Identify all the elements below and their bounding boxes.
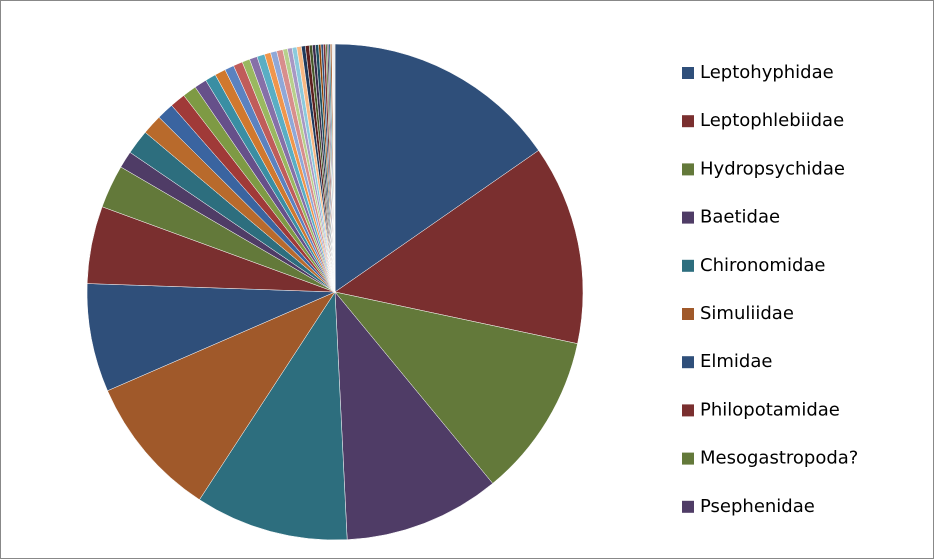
pie-slice <box>334 150 584 344</box>
legend-swatch <box>682 452 694 465</box>
pie-slice <box>334 43 539 293</box>
pie-slice <box>86 283 336 392</box>
pie-slice <box>107 291 336 501</box>
pie-slice <box>199 291 348 541</box>
legend-label: Hydropsychidae <box>700 158 845 179</box>
legend-label: Chironomidae <box>700 255 825 276</box>
legend-label: Simuliidae <box>700 303 794 324</box>
legend-label: Mesogastropoda? <box>700 448 858 469</box>
legend-label: Psephenidae <box>700 496 815 517</box>
legend-swatch <box>682 115 694 128</box>
legend-swatch <box>682 259 694 272</box>
legend-label: Leptohyphidae <box>700 62 834 83</box>
legend-swatch <box>682 163 694 176</box>
legend-swatch <box>682 500 694 513</box>
legend-label: Baetidae <box>700 207 780 228</box>
pie-slice <box>334 291 494 540</box>
legend-label: Elmidae <box>700 351 772 372</box>
legend-swatch <box>682 356 694 369</box>
legend-swatch <box>682 67 694 79</box>
legend-swatch <box>682 308 694 320</box>
legend-swatch <box>682 404 694 417</box>
pie-slice <box>333 43 336 293</box>
legend-label: Leptophlebiidae <box>700 110 844 131</box>
legend-label: Philopotamidae <box>700 399 840 420</box>
pie-slice <box>334 291 578 484</box>
legend-swatch <box>682 211 694 224</box>
